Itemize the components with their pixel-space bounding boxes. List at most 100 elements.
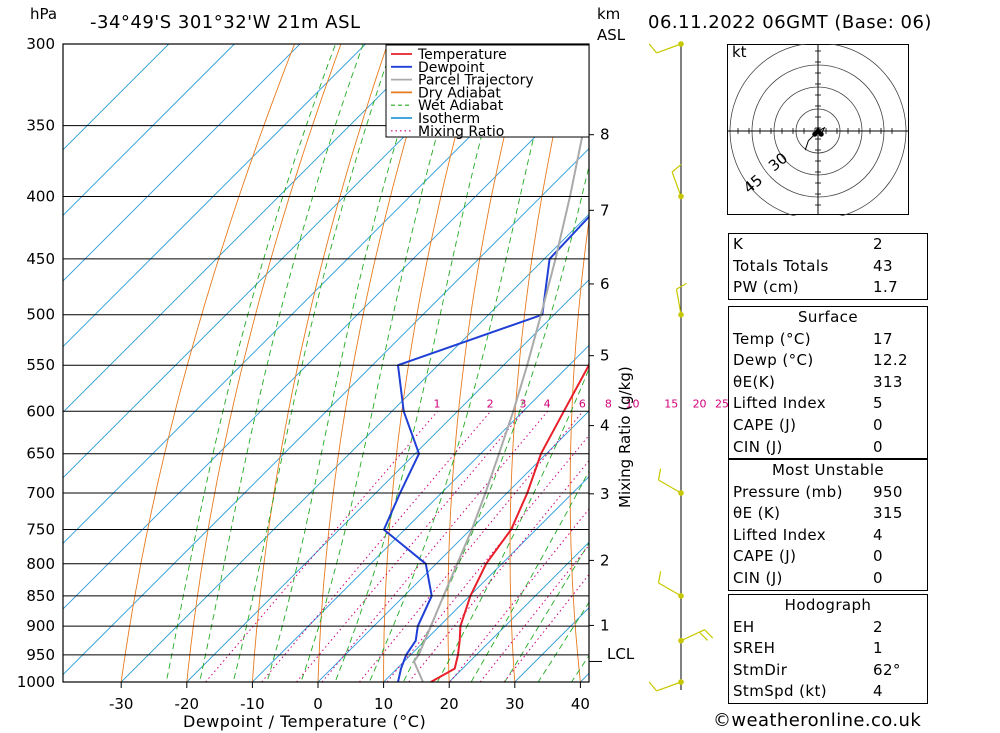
pressure-tick-label: 300 (26, 35, 55, 53)
wind-barb-feather (698, 631, 708, 641)
axes: 1 2 3 4 6 8 10 15 20 2530035040045050055060065070… (17, 35, 729, 713)
index-label: θE(K) (733, 372, 776, 391)
wet-adiabat-line (504, 542, 589, 682)
mixing-ratio-label: 8 (605, 397, 612, 410)
index-row: Dewp (°C) 12.2 (729, 350, 927, 372)
wet-adiabat-line (368, 44, 558, 682)
index-row: θE(K) 313 (729, 372, 927, 394)
wind-barb-dot (678, 490, 684, 496)
wet-adiabat-line (165, 44, 336, 682)
hodograph-stats-title: Hodograph (784, 596, 872, 614)
index-row: StmSpd (kt) 4 (729, 681, 927, 703)
mixing-ratio-label: 10 (626, 397, 640, 410)
wind-barb-dot (678, 193, 684, 200)
pressure-tick-label: 650 (26, 445, 55, 463)
dry-adiabat-line (251, 44, 388, 682)
km-tick-label: 1 (600, 616, 610, 634)
pressure-tick-label: 600 (26, 402, 55, 420)
hodograph-unit: kt (732, 44, 747, 61)
mixing-ratio-label: 6 (579, 397, 586, 410)
index-label: StmSpd (kt) (733, 682, 828, 701)
isotherm-line (63, 44, 170, 151)
index-label: K (733, 235, 744, 253)
dry-adiabat-line (992, 7, 1000, 708)
km-tick-label: 3 (600, 485, 610, 503)
mixing-ratio-line (321, 410, 548, 682)
wet-adiabat-line (300, 44, 464, 682)
storm-motion-marker (814, 126, 822, 134)
wind-barb-feather (671, 164, 682, 173)
index-value: 1.7 (873, 278, 899, 297)
mixing-ratio-label: 2 (487, 397, 494, 410)
pressure-tick-label: 750 (26, 521, 55, 539)
pressure-tick-label: 400 (26, 187, 55, 205)
copyright-icon: © (713, 710, 732, 731)
hodograph-stats-table: Hodograph EH 2 SREH 1 StmDir 62° StmSpd (kt) 4 (728, 594, 928, 704)
wind-barb-feather (657, 571, 662, 583)
dry-adiabat-line (317, 44, 435, 682)
isotherm-line (251, 344, 589, 682)
legend-label: Temperature (417, 47, 507, 63)
dry-adiabat-line (944, 7, 1000, 708)
wet-adiabat-line (537, 601, 589, 682)
index-value: 0 (873, 568, 883, 587)
index-row: EH 2 (729, 617, 927, 639)
x-tick-label: -30 (109, 695, 134, 713)
index-label: θE (K) (733, 504, 781, 523)
isotherm-line (63, 44, 236, 217)
index-row: CIN (J) 0 (729, 437, 927, 459)
pressure-tick-label: 850 (26, 587, 55, 605)
dry-adiabat-line (509, 44, 574, 682)
footer-credit[interactable]: ©weatheronline.co.uk (713, 710, 921, 731)
index-label: CAPE (J) (733, 415, 797, 434)
dry-adiabat-line (447, 44, 528, 682)
wind-barb-feather (657, 468, 662, 481)
index-label: PW (cm) (733, 278, 800, 297)
legend-label: Dewpoint (418, 60, 485, 76)
index-value: 1 (873, 639, 883, 658)
surface-title: Surface (798, 308, 858, 326)
index-label: Temp (°C) (733, 329, 812, 348)
most-unstable-title: Most Unstable (771, 461, 885, 479)
index-row: Lifted Index 4 (729, 525, 927, 547)
pressure-tick-label: 800 (26, 555, 55, 573)
km-tick-label: 5 (600, 347, 610, 365)
isotherm-line (317, 410, 589, 682)
dry-adiabat-line (569, 216, 589, 682)
site-name: weatheronline.co.uk (731, 710, 922, 731)
index-label: Dewp (°C) (733, 351, 814, 370)
index-row: θE (K) 315 (729, 503, 927, 525)
index-label: Pressure (mb) (733, 482, 843, 501)
legend-label: Dry Adiabat (418, 85, 501, 101)
pressure-tick-label: 950 (26, 646, 55, 664)
pressure-tick-label: 550 (26, 356, 55, 374)
isotherm-line (186, 279, 589, 682)
wet-adiabat-line (402, 164, 589, 682)
index-row: CIN (J) 0 (729, 568, 927, 590)
legend-label: Mixing Ratio (418, 124, 504, 140)
x-tick-label: 10 (374, 695, 393, 713)
index-value: 2 (873, 235, 883, 253)
legend-label: Isotherm (418, 111, 480, 127)
index-label: Lifted Index (733, 525, 827, 544)
wind-barb-feather (704, 629, 714, 639)
wind-barb-shaft (658, 479, 682, 494)
mixing-ratio-label: 20 (693, 397, 707, 410)
pressure-tick-label: 450 (26, 250, 55, 268)
mixing-ratio-label: 15 (664, 397, 678, 410)
dry-adiabat-line (685, 7, 719, 708)
pressure-tick-label: 1000 (17, 673, 55, 691)
wind-barb-dot (678, 311, 684, 318)
pressure-tick-label: 700 (26, 484, 55, 502)
wind-barb-column (648, 41, 714, 692)
mixing-ratio-label: 25 (715, 397, 729, 410)
pressure-unit: hPa (30, 5, 57, 23)
index-label: Totals Totals (733, 256, 829, 275)
legend-box (385, 44, 590, 138)
most-unstable-table: Most Unstable Pressure (mb) 950 θE (K) 315 L… (728, 459, 928, 591)
index-label: Lifted Index (733, 394, 827, 413)
index-row: Pressure (mb) 950 (729, 482, 927, 504)
index-row: Lifted Index 5 (729, 393, 927, 415)
index-label: CIN (J) (733, 437, 783, 456)
